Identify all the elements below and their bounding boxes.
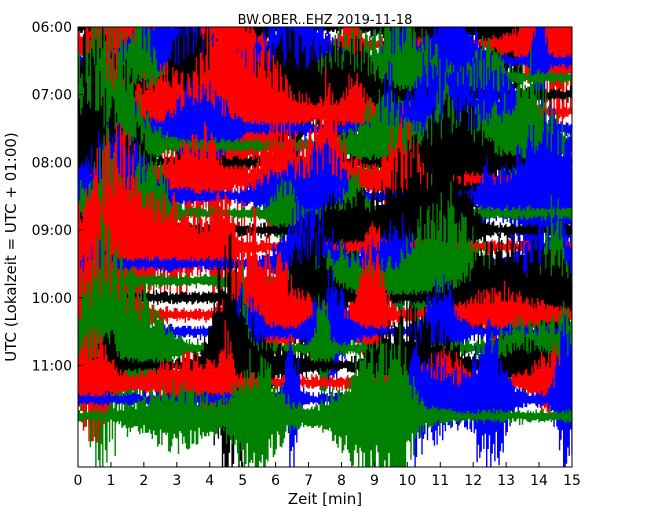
x-tick-label: 6 [271, 473, 280, 489]
x-tick-label: 4 [205, 473, 214, 489]
plot-frame [77, 26, 573, 468]
x-tick-label: 15 [563, 473, 581, 489]
seismic-traces [78, 27, 572, 467]
x-tick-label: 8 [337, 473, 346, 489]
x-tick-label: 7 [304, 473, 313, 489]
x-tick-label: 9 [370, 473, 379, 489]
y-tick-label: 09:00 [32, 223, 72, 239]
y-tick-label: 11:00 [32, 358, 72, 374]
y-axis-label: UTC (Lokalzeit = UTC + 01:00) [2, 132, 20, 362]
x-tick-label: 5 [238, 473, 247, 489]
chart-title: BW.OBER..EHZ 2019-11-18 [238, 13, 413, 28]
x-axis: 0 1 2 3 4 5 6 7 8 9 10 11 12 13 14 15 [74, 462, 581, 489]
y-tick-label: 07:00 [32, 88, 72, 104]
x-tick-label: 12 [464, 473, 482, 489]
y-tick-label: 10:00 [32, 291, 72, 307]
x-tick-label: 0 [74, 473, 83, 489]
y-tick-label: 06:00 [32, 20, 72, 36]
y-tick-label: 08:00 [32, 155, 72, 171]
y-axis: 06:00 07:00 08:00 09:00 10:00 11:00 [32, 20, 83, 374]
x-tick-label: 10 [398, 473, 416, 489]
trace-1145 [78, 324, 572, 467]
x-tick-label: 1 [106, 473, 115, 489]
x-tick-label: 2 [139, 473, 148, 489]
x-tick-label: 11 [431, 473, 449, 489]
x-axis-label: Zeit [min] [288, 490, 362, 508]
x-tick-label: 3 [172, 473, 181, 489]
x-tick-label: 13 [497, 473, 515, 489]
x-tick-label: 14 [530, 473, 548, 489]
